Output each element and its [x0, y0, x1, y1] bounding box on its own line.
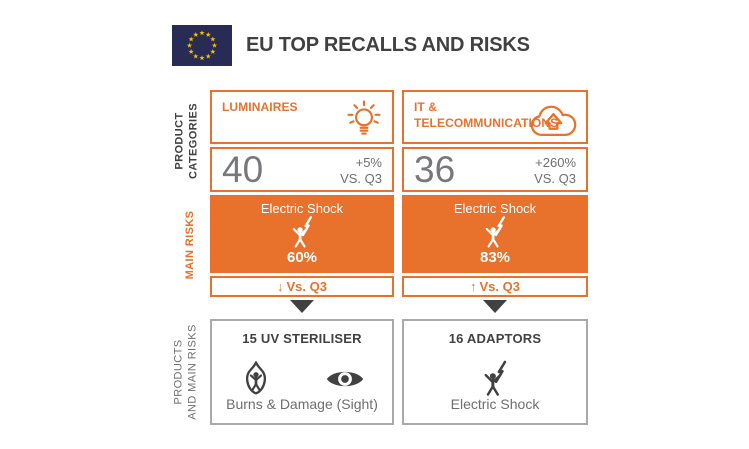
down-pointer-triangle	[483, 300, 507, 313]
eu-flag-icon	[172, 25, 232, 66]
down-pointer-triangle	[290, 300, 314, 313]
page-title: EU TOP RECALLS AND RISKS	[246, 34, 530, 56]
trend-vs-q3-box-luminaires: ↓ Vs. Q3	[210, 276, 394, 297]
change-vs-q3: +5% VS. Q3	[340, 155, 382, 186]
recall-count-box-luminaires: 40 +5% VS. Q3	[210, 147, 394, 192]
lightbulb-icon	[347, 100, 381, 135]
top-product-risk-label: Electric Shock	[450, 396, 540, 412]
top-product-name: 15 UV STERILISER	[242, 331, 362, 346]
trend-up-arrow-icon: ↑	[470, 279, 477, 294]
category-box-it-telecom: IT & TELECOMMUNICATIONS	[402, 90, 588, 144]
change-percent: +260%	[535, 155, 576, 170]
electric-shock-icon	[485, 216, 506, 248]
risk-percent: 60%	[286, 249, 318, 266]
change-percent: +5%	[355, 155, 382, 170]
burns-icon	[245, 361, 267, 395]
top-product-icons	[212, 357, 392, 401]
change-vs-label: VS. Q3	[340, 170, 382, 186]
trend-label: Vs. Q3	[479, 279, 520, 294]
top-product-icons	[404, 357, 586, 401]
risk-name: Electric Shock	[260, 201, 344, 216]
top-product-box-it-telecom: 16 ADAPTORS Electric Shock	[402, 319, 588, 425]
category-label: IT & TELECOMMUNICATIONS	[414, 100, 559, 130]
recall-count: 36	[414, 149, 456, 190]
side-label-product-categories: PRODUCT CATEGORIES	[173, 103, 200, 179]
column-it-telecommunications: IT & TELECOMMUNICATIONS 36 +260% VS. Q3 …	[402, 0, 588, 449]
top-product-box-luminaires: 15 UV STERILISER	[210, 319, 394, 425]
change-vs-q3: +260% VS. Q3	[534, 155, 576, 186]
top-product-risk-label: Burns & Damage (Sight)	[226, 396, 378, 412]
main-risk-box-it-telecom: Electric Shock 83%	[402, 195, 588, 273]
side-label-products-and-main-risks: PRODUCTS AND MAIN RISKS	[172, 324, 199, 420]
side-label-main-risks: MAIN RISKS	[183, 210, 196, 280]
category-label: LUMINAIRES	[222, 100, 298, 114]
electric-shock-icon	[292, 216, 313, 248]
eye-icon	[326, 371, 364, 387]
top-product-name: 16 ADAPTORS	[448, 331, 542, 346]
change-vs-label: VS. Q3	[534, 170, 576, 186]
column-luminaires: LUMINAIRES 40 +5% VS. Q3	[210, 0, 394, 449]
trend-down-arrow-icon: ↓	[277, 279, 284, 294]
category-box-luminaires: LUMINAIRES	[210, 90, 394, 144]
main-risk-box-luminaires: Electric Shock 60%	[210, 195, 394, 273]
risk-percent: 83%	[479, 249, 511, 266]
trend-vs-q3-box-it-telecom: ↑ Vs. Q3	[402, 276, 588, 297]
risk-name: Electric Shock	[453, 201, 537, 216]
recall-count: 40	[222, 149, 264, 190]
cloud-upload-icon	[530, 105, 577, 136]
recall-count-box-it-telecom: 36 +260% VS. Q3	[402, 147, 588, 192]
electric-shock-icon	[484, 360, 507, 396]
trend-label: Vs. Q3	[286, 279, 327, 294]
